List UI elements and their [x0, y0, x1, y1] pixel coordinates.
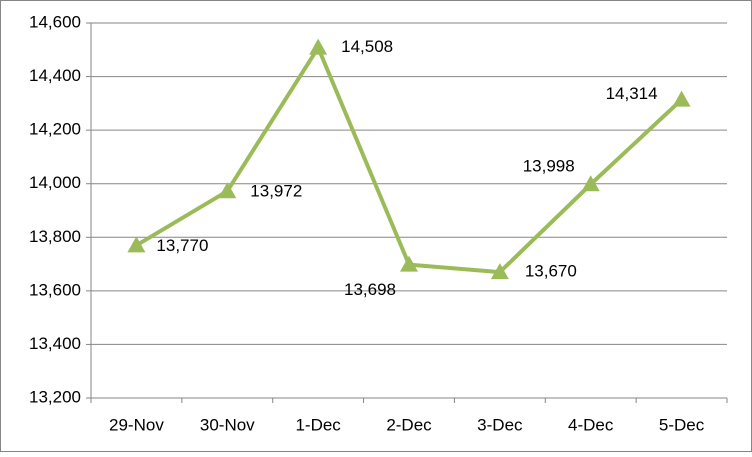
- y-tick-label: 14,600: [29, 12, 81, 31]
- y-tick-label: 14,200: [29, 120, 81, 139]
- data-label: 13,770: [156, 236, 208, 255]
- data-label: 13,698: [344, 280, 396, 299]
- marker: [490, 263, 509, 280]
- x-tick-label: 1-Dec: [295, 415, 341, 434]
- y-tick-label: 14,400: [29, 66, 81, 85]
- x-tick-label: 2-Dec: [386, 415, 432, 434]
- data-label: 14,314: [606, 84, 658, 103]
- marker: [672, 90, 691, 107]
- marker: [309, 38, 328, 55]
- y-tick-label: 13,200: [29, 387, 81, 406]
- y-tick-label: 13,600: [29, 280, 81, 299]
- x-tick-label: 5-Dec: [659, 415, 705, 434]
- marker: [581, 175, 600, 192]
- x-tick-label: 30-Nov: [200, 415, 255, 434]
- marker: [218, 182, 237, 199]
- marker: [400, 255, 418, 272]
- x-tick-label: 3-Dec: [477, 415, 523, 434]
- y-tick-label: 14,000: [29, 173, 81, 192]
- data-label: 13,670: [525, 262, 577, 281]
- x-tick-label: 4-Dec: [568, 415, 614, 434]
- marker: [127, 236, 146, 253]
- data-label: 14,508: [341, 37, 393, 56]
- y-tick-label: 13,400: [29, 334, 81, 353]
- data-label: 13,998: [523, 157, 575, 176]
- data-label: 13,972: [250, 182, 302, 201]
- x-tick-label: 29-Nov: [109, 415, 164, 434]
- y-tick-label: 13,800: [29, 227, 81, 246]
